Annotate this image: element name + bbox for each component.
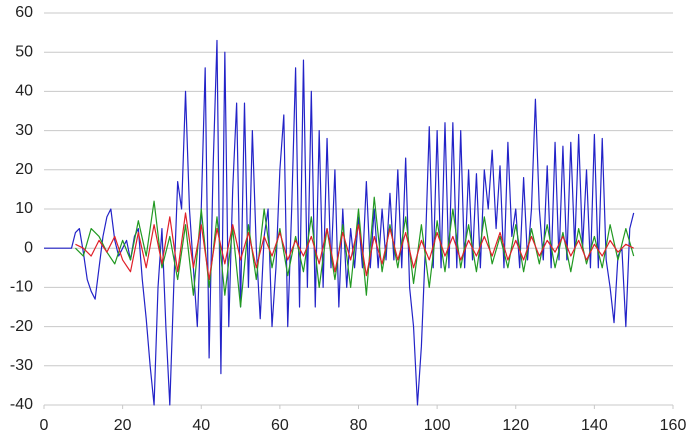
x-tick-label: 20 (114, 417, 132, 434)
x-tick-label: 80 (350, 417, 368, 434)
y-tick-label: -20 (10, 318, 33, 335)
series-line (75, 196, 635, 308)
y-tick-label: 20 (15, 161, 33, 178)
y-tick-label: 10 (15, 200, 33, 217)
y-tick-label: -10 (10, 279, 33, 296)
x-tick-label: 120 (502, 417, 529, 434)
y-tick-label: -40 (10, 396, 33, 413)
y-tick-label: 40 (15, 83, 33, 100)
x-tick-label: 0 (40, 417, 49, 434)
y-tick-label: 60 (15, 4, 33, 21)
x-tick-label: 100 (424, 417, 451, 434)
x-tick-label: 140 (581, 417, 608, 434)
y-tick-label: -30 (10, 357, 33, 374)
y-tick-label: 0 (24, 239, 33, 256)
y-tick-label: 30 (15, 122, 33, 139)
y-tick-label: 50 (15, 43, 33, 60)
x-tick-label: 160 (660, 417, 687, 434)
series-line (44, 39, 635, 406)
x-tick-label: 60 (271, 417, 289, 434)
series-line (75, 212, 634, 281)
x-tick-label: 40 (192, 417, 210, 434)
